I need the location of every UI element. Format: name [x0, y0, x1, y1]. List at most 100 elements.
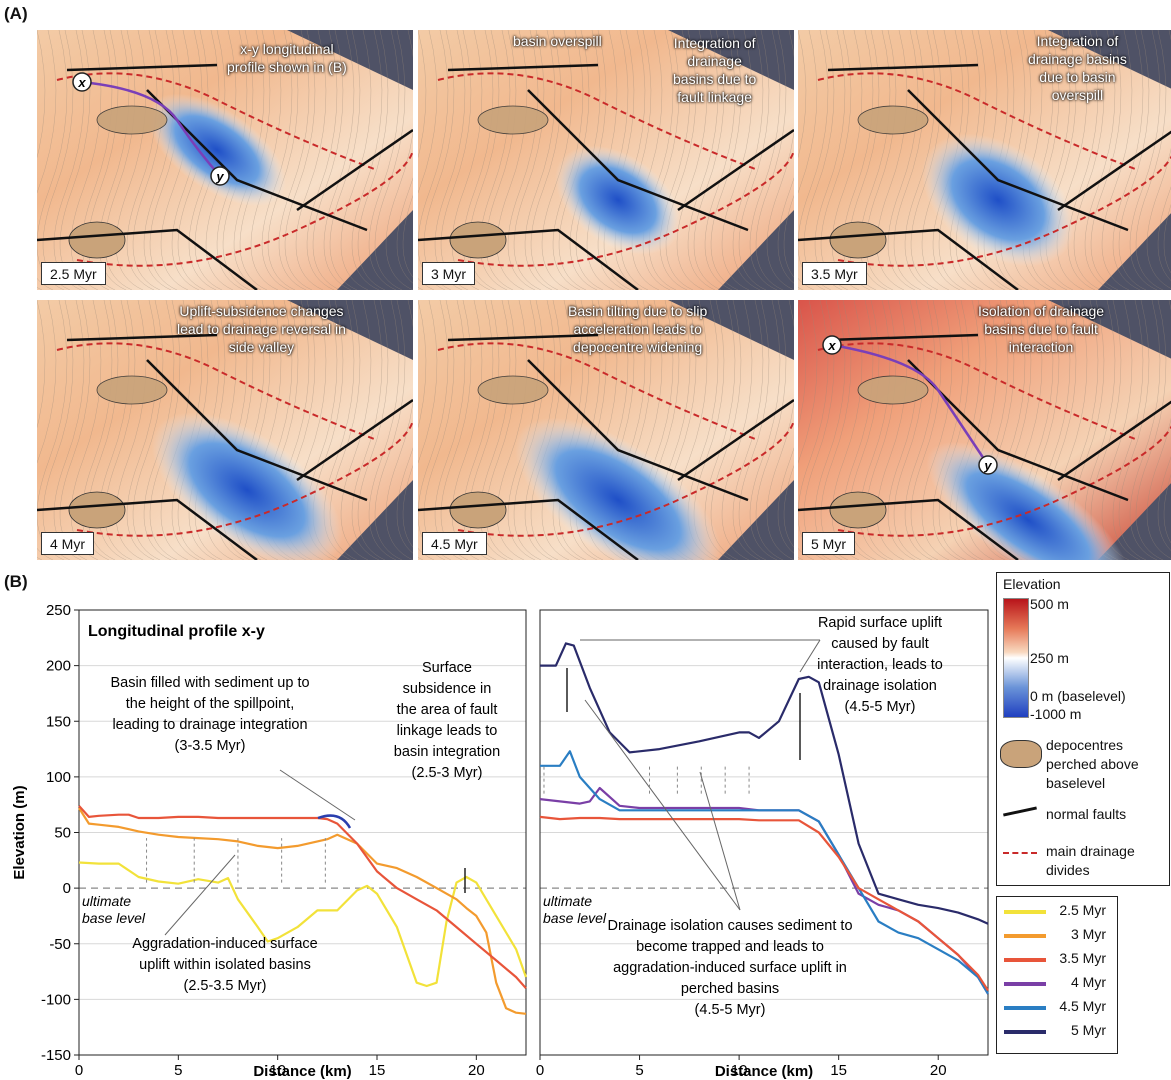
normal-fault [527, 89, 749, 232]
drainage-texture [340, 30, 372, 290]
base-level-annotation: ultimate base level [543, 893, 607, 926]
drainage-texture [749, 300, 781, 560]
map-terrain [37, 300, 413, 560]
leader-line [584, 699, 741, 911]
leader-line [699, 771, 741, 911]
drainage-texture [766, 300, 794, 560]
colorbar-label: 250 m [1030, 650, 1069, 666]
profile-marker-label: y [215, 169, 224, 184]
map-time-label: 2.5 Myr [41, 262, 106, 285]
map-annotation: Uplift-subsidence changes lead to drainag… [177, 303, 346, 355]
x-tick-label: 10 [269, 1062, 286, 1079]
drainage-texture [1118, 30, 1150, 290]
drainage-texture [887, 300, 919, 560]
depocentre [829, 491, 887, 529]
drainage-texture [721, 300, 753, 560]
normal-fault [66, 333, 218, 342]
normal-fault [1057, 400, 1171, 482]
drainage-texture [295, 30, 327, 290]
x-tick-label: 20 [468, 1062, 485, 1079]
profile-marker-label: x [827, 338, 836, 353]
drainage-texture [704, 30, 736, 290]
legend-swatch [1004, 934, 1046, 938]
profile-marker-x [822, 335, 842, 355]
profile-marker-label: x [77, 75, 86, 90]
subsiding-basin [514, 417, 722, 560]
drainage-texture [530, 30, 562, 290]
subsiding-basin [147, 93, 287, 207]
normal-fault [677, 398, 794, 482]
drainage-texture [665, 30, 697, 290]
normal-fault [798, 228, 1019, 290]
drainage-divide [437, 342, 759, 441]
legend-swatch [1004, 1006, 1046, 1010]
normal-fault [418, 498, 639, 560]
drainage-texture [402, 194, 413, 278]
drainage-texture [351, 300, 383, 560]
drainage-texture [1129, 300, 1161, 560]
drainage-texture [402, 464, 413, 548]
drainage-texture [676, 30, 708, 290]
drainage-texture [418, 30, 438, 290]
leader-line [164, 854, 236, 936]
y-tick-label: -100 [41, 991, 71, 1008]
depocentre [829, 221, 887, 259]
drainage-texture [1084, 30, 1116, 290]
annotation-subsidence: Surface subsidence in the area of fault lin… [394, 660, 500, 781]
landmass [798, 300, 1171, 560]
profile-line [831, 343, 990, 466]
drainage-texture [541, 30, 573, 290]
x-tick-label: 10 [731, 1062, 748, 1079]
map-time-label: 4 Myr [41, 532, 94, 555]
drainage-texture [798, 300, 818, 560]
drainage-texture [1056, 30, 1088, 290]
x-tick-label: 0 [536, 1062, 544, 1079]
drainage-texture [798, 30, 818, 290]
drainage-texture [507, 30, 539, 290]
legend-item-faults: normal faults [1046, 806, 1127, 822]
drainage-texture [485, 300, 517, 560]
drainage-divide [457, 419, 794, 537]
drainage-texture [479, 30, 511, 290]
drainage-texture [893, 30, 925, 290]
map-annotation: x-y longitudinal profile shown in (B) [227, 41, 347, 75]
x-axis-label: Distance (km) [715, 1063, 813, 1080]
y-tick-label: 200 [46, 658, 71, 675]
panel-b-label: (B) [4, 572, 28, 591]
map-time-label: 5 Myr [802, 532, 855, 555]
drainage-texture [357, 300, 389, 560]
y-tick-label: -50 [49, 936, 71, 953]
x-tick-label: 15 [830, 1062, 847, 1079]
drainage-texture [37, 30, 57, 290]
drainage-texture [721, 30, 753, 290]
elevation-title: Elevation [1003, 576, 1061, 592]
series-5-myr [540, 642, 989, 925]
normal-fault [798, 498, 1019, 560]
map-terrain: xy [798, 300, 1171, 560]
drainage-divide [76, 149, 413, 267]
x-tick-label: 5 [174, 1062, 182, 1079]
depocentre [96, 105, 168, 135]
x-tick-label: 0 [75, 1062, 83, 1079]
y-tick-label: 0 [63, 880, 71, 897]
series-2.5-myr [78, 861, 528, 988]
drainage-texture [710, 30, 742, 290]
depocentre [857, 375, 929, 405]
depocentre [857, 105, 929, 135]
drainage-texture [396, 447, 413, 554]
drainage-texture [524, 30, 556, 290]
depocentre-swatch [1000, 740, 1042, 768]
drainage-texture [859, 300, 891, 560]
legend-swatch [1004, 910, 1046, 914]
drainage-texture [374, 300, 406, 560]
normal-fault [418, 228, 639, 290]
drainage-texture [418, 300, 438, 560]
legend-swatch [1004, 958, 1046, 962]
series-4.5-myr [540, 750, 989, 995]
map-terrain [418, 300, 794, 560]
drainage-texture [306, 30, 338, 290]
leader-line [799, 639, 821, 673]
drainage-texture [278, 30, 310, 290]
y-axis-label: Elevation (m) [11, 785, 28, 879]
